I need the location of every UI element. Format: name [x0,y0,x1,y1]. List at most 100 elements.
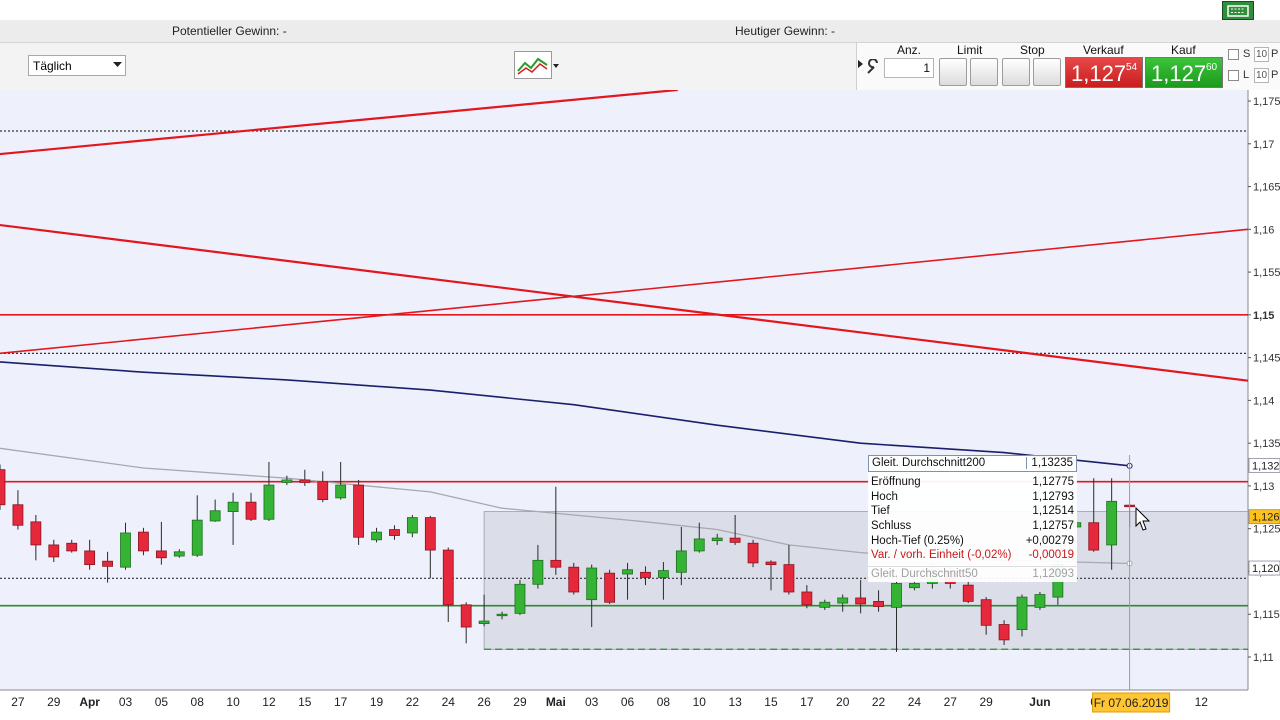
tooltip-row: Gleit. Durchschnitt200 1,13235 [868,455,1077,472]
x-tick-label: 12 [262,695,276,709]
sell-button[interactable]: 1,127 54 [1065,57,1143,88]
potential-gain: Potentieller Gewinn: - [172,24,287,38]
order-panel: Anz. 1 Limit Stop Verkauf Kauf 1,127 54 … [856,43,1280,90]
x-tick-label: 10 [226,695,240,709]
price-marker-label: 1,120 [1252,563,1280,575]
candle-body [622,569,633,575]
candle-body [550,559,562,568]
stop-label: Stop [1020,43,1045,57]
buy-pips: 60 [1206,62,1218,73]
stop-loss-label: S [1243,48,1251,60]
x-tick-label: 03 [119,695,133,709]
tooltip-value: 1,12775 [1032,476,1074,488]
candle-body [263,484,275,520]
stop-buy-button[interactable] [1002,58,1030,86]
quantity-input[interactable]: 1 [884,58,934,78]
stop-loss-unit: P [1271,48,1279,60]
candle-body [120,532,131,568]
tooltip-label: Tief [871,505,890,518]
tooltip-row: Hoch-Tief (0.25%) +0,00279 [868,534,1077,549]
limit-unit: P [1271,69,1279,81]
candle-body [729,537,741,543]
keyboard-button[interactable] [1222,1,1254,20]
y-tick-label: 1,165 [1253,182,1280,194]
tooltip-value: 1,12514 [1032,505,1074,518]
chart-toolbar: Täglich [0,43,856,90]
y-tick-label: 1,155 [1253,267,1280,279]
x-tick-label: 29 [979,695,993,709]
x-tick-label: 27 [11,695,25,709]
candle-body [353,484,365,538]
settings-wrench[interactable] [865,59,881,75]
price-marker [1248,509,1280,525]
x-tick-label: 13 [728,695,742,709]
tooltip-row: Gleit. Durchschnitt50 1,12093 [868,566,1077,582]
x-tick-label: 29 [47,695,61,709]
candle-body [371,531,382,541]
candle-body [747,542,759,564]
stop-loss-value[interactable]: 10 [1254,47,1269,62]
y-tick-label: 1,13 [1253,481,1274,493]
candle-body [532,559,544,585]
price-marker [1248,457,1280,473]
candle-body [1034,594,1046,608]
period-dropdown[interactable]: Täglich [28,55,126,76]
x-tick-label: 17 [334,695,348,709]
candle-body [514,583,526,614]
limit-buy-button[interactable] [939,58,967,86]
x-tick-label: 03 [585,695,599,709]
candle-body [317,481,329,501]
candle-body [48,544,60,558]
moving-average [0,361,1130,467]
x-tick-label: 17 [800,695,814,709]
candle-body [102,560,113,567]
stop-loss-checkbox[interactable] [1228,49,1239,60]
limit-sell-button[interactable] [970,58,998,86]
quantity-value: 1 [923,61,930,75]
chart-type-button[interactable] [514,51,561,79]
candle-body [299,479,311,483]
sell-pips: 54 [1126,62,1138,73]
candle-body [891,583,902,608]
candle-body [30,521,42,546]
x-tick-label: 10 [693,695,707,709]
x-tick-label: 20 [836,695,850,709]
candle-body [675,550,687,573]
candle-body [209,510,221,522]
price-marker-label: 1,132 [1252,460,1280,472]
limit-checkbox[interactable] [1228,70,1239,81]
x-tick-label: 08 [191,695,205,709]
candle-body [1016,596,1028,631]
x-tick-label: 05 [155,695,169,709]
sell-price: 1,127 [1071,61,1127,86]
trendline [0,90,678,156]
x-tick-label: 24 [442,695,456,709]
tooltip-label: Gleit. Durchschnitt50 [871,568,978,581]
buy-button[interactable]: 1,127 60 [1145,57,1223,88]
axes: 1,175 1,17 1,165 1,16 1,155 1,15 1,145 1,14 1,13… [11,96,1280,713]
candle-body [424,517,436,551]
x-tick-label: 29 [513,695,527,709]
y-tick-label: 1,115 [1253,609,1280,621]
candle-body [138,531,149,552]
buy-label: Kauf [1171,43,1196,57]
tooltip-label: Hoch [871,490,898,503]
y-tick-label: 1,11 [1253,652,1274,664]
limit-value[interactable]: 10 [1254,68,1269,83]
y-tick-label: 1,175 [1253,96,1280,108]
candle-body [819,601,831,608]
candle-body [478,620,490,625]
candle-body [998,624,1010,641]
candle-body [962,584,974,602]
collapse-arrow[interactable] [858,60,864,68]
candle-body [855,597,867,605]
x-tick-label: 12 [1195,695,1209,709]
candle-body [227,501,239,512]
price-chart: 1,175 1,17 1,165 1,16 1,155 1,15 1,145 1,14 1,13… [0,90,1280,720]
mouse-cursor [1135,506,1151,531]
candle-body [12,504,24,526]
candle-body [604,572,616,603]
x-tick-label: Mai [546,695,566,709]
x-tick-label: 27 [944,695,958,709]
stop-sell-button[interactable] [1033,58,1061,86]
